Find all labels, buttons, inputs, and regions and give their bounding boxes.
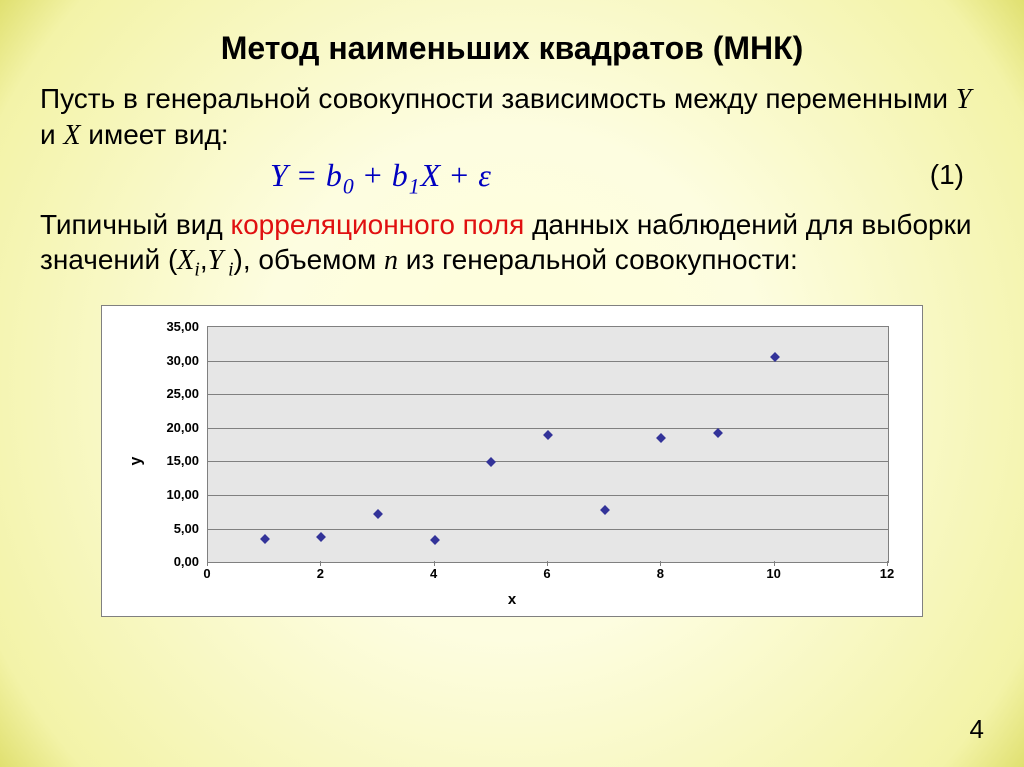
ytick-label: 15,00 (149, 454, 199, 467)
gridline (208, 461, 888, 462)
eq-X: X (421, 157, 442, 193)
paragraph-1: Пусть в генеральной совокупности зависим… (40, 81, 984, 153)
para2-n: n (384, 245, 398, 276)
eq-plus2: + (441, 157, 478, 193)
eq-b1-b: b (392, 157, 409, 193)
para2-yi-i: i (223, 260, 233, 281)
eq-b1-1: 1 (409, 174, 421, 198)
scatter-chart: y x 0,00 5,00 10,00 15,00 20,00 25,00 30,00 35,… (101, 305, 923, 617)
data-point (543, 430, 553, 440)
y-axis-label: y (127, 457, 145, 466)
para2-text-c: ), объемом (234, 244, 385, 275)
xtick-label: 0 (203, 566, 210, 581)
data-point (430, 535, 440, 545)
data-point (486, 457, 496, 467)
para1-text-b: имеет вид: (81, 119, 229, 150)
para2-comma: , (200, 244, 208, 275)
equation-number: (1) (930, 159, 964, 191)
data-point (316, 532, 326, 542)
equation: Y = b0 + b1X + ε (270, 157, 492, 199)
eq-Y: Y (270, 157, 289, 193)
data-point (713, 428, 723, 438)
para2-red: корреляционного поля (231, 209, 525, 240)
gridline (208, 361, 888, 362)
ytick-label: 5,00 (149, 522, 199, 535)
data-point (600, 505, 610, 515)
gridline (208, 394, 888, 395)
plot-area (207, 326, 889, 563)
gridline (208, 529, 888, 530)
ytick-label: 20,00 (149, 421, 199, 434)
para2-text-a: Типичный вид (40, 209, 231, 240)
para2-text-d: из генеральной совокупности: (398, 244, 798, 275)
ytick-label: 25,00 (149, 387, 199, 400)
data-point (373, 509, 383, 519)
eq-eps: ε (478, 157, 492, 193)
xtick-label: 8 (657, 566, 664, 581)
equation-row: Y = b0 + b1X + ε (1) (40, 157, 984, 203)
para1-var-y: Y (956, 84, 972, 115)
ytick-label: 10,00 (149, 488, 199, 501)
xtick-label: 6 (543, 566, 550, 581)
ytick-label: 35,00 (149, 320, 199, 333)
ytick-label: 30,00 (149, 354, 199, 367)
gridline (208, 428, 888, 429)
xtick-label: 2 (317, 566, 324, 581)
data-point (260, 534, 270, 544)
para1-var-x: X (63, 120, 80, 151)
eq-equals: = (289, 157, 326, 193)
eq-plus1: + (355, 157, 392, 193)
paragraph-2: Типичный вид корреляционного поля данных… (40, 207, 984, 283)
data-point (656, 433, 666, 443)
para2-xi-x: X (177, 245, 194, 276)
ytick-label: 0,00 (149, 555, 199, 568)
eq-b0-0: 0 (343, 174, 355, 198)
page-number: 4 (970, 714, 984, 745)
para2-yi-y: Y (208, 245, 224, 276)
xtick-label: 12 (880, 566, 894, 581)
para1-text-a: Пусть в генеральной совокупности зависим… (40, 83, 956, 114)
slide-title: Метод наименьших квадратов (МНК) (40, 30, 984, 67)
xtick-label: 10 (766, 566, 780, 581)
x-axis-label: x (508, 591, 516, 608)
gridline (208, 495, 888, 496)
para1-text-mid: и (40, 119, 63, 150)
eq-b0-b: b (326, 157, 343, 193)
xtick-label: 4 (430, 566, 437, 581)
